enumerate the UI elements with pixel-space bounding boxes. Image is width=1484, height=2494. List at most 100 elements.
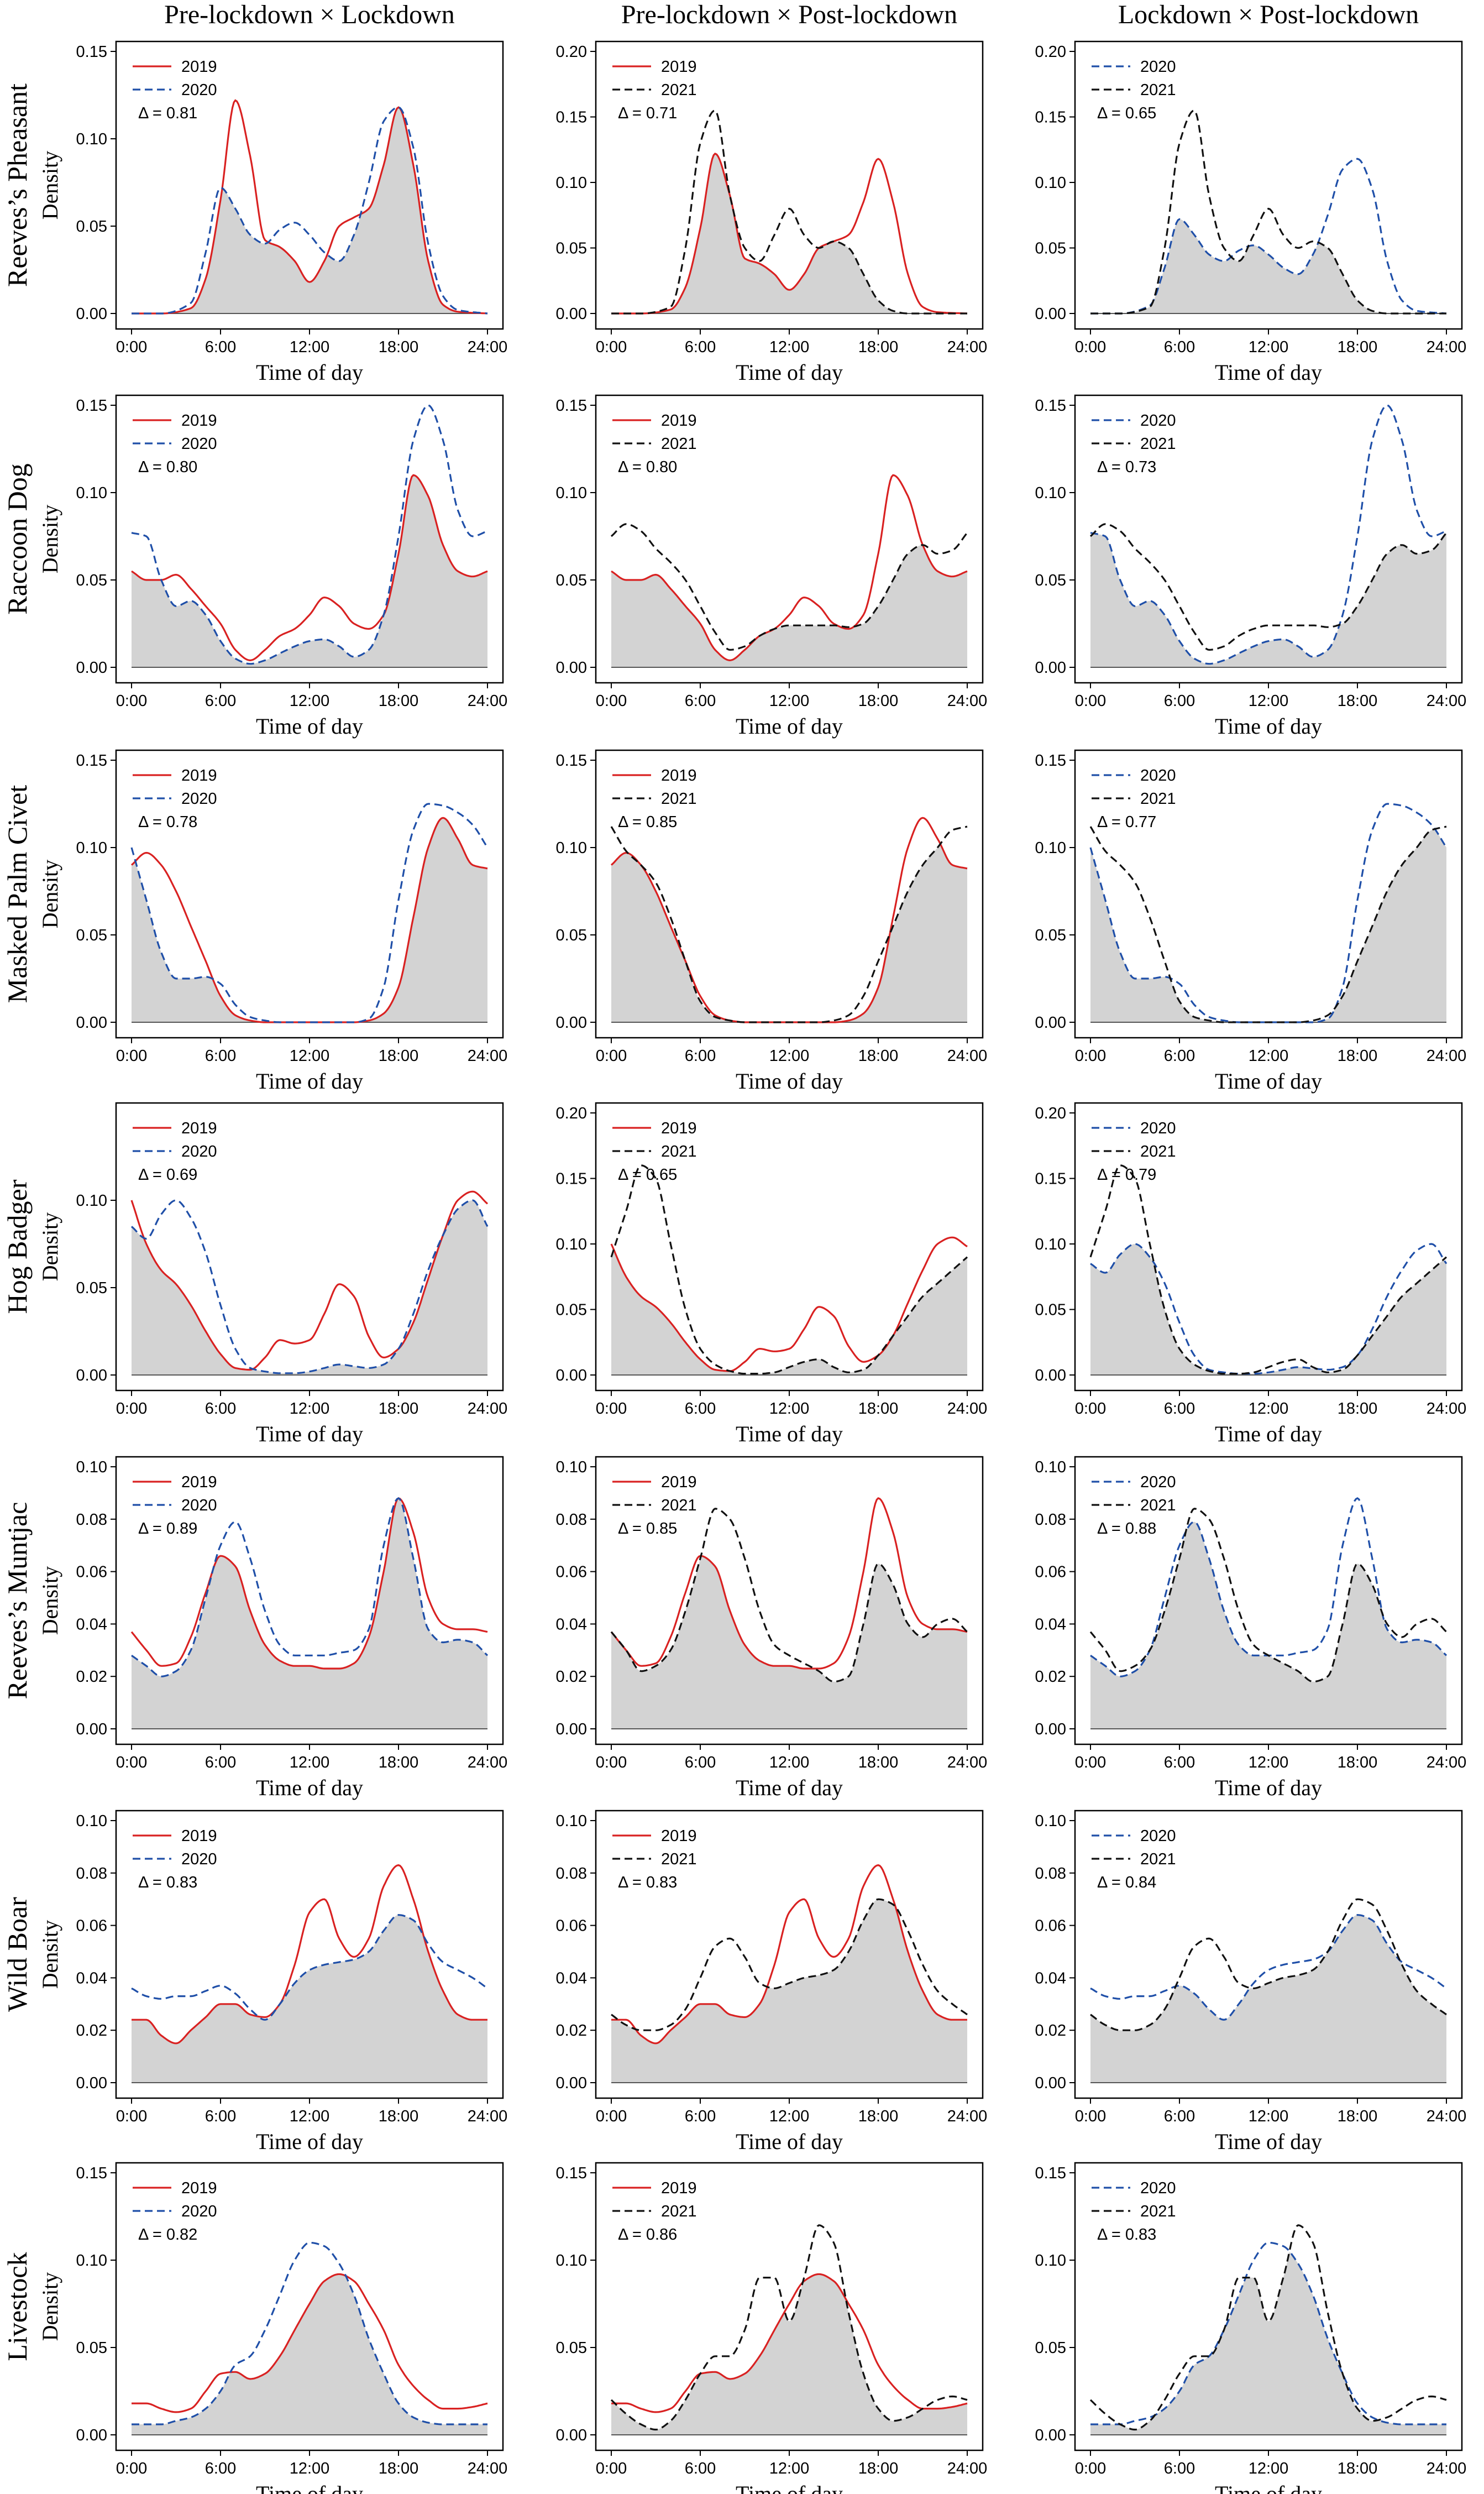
series-line-2021 xyxy=(1089,1164,1448,1375)
x-tick-label: 18:00 xyxy=(1338,692,1378,710)
x-tick-label: 6:00 xyxy=(1164,2460,1195,2477)
overlap-coefficient: Δ = 0.65 xyxy=(1097,104,1156,122)
legend-label: 2020 xyxy=(181,1497,217,1514)
y-tick-label: 0.05 xyxy=(556,2339,587,2357)
series-line-2021 xyxy=(610,825,968,1023)
legend-label: 2019 xyxy=(181,1120,217,1137)
x-tick-label: 0:00 xyxy=(116,2460,147,2477)
x-tick-label: 6:00 xyxy=(685,2460,716,2477)
x-tick-label: 24:00 xyxy=(1427,692,1467,710)
y-tick-label: 0.05 xyxy=(1035,240,1066,258)
x-tick-label: 24:00 xyxy=(1427,1754,1467,1771)
x-tick-label: 6:00 xyxy=(685,1047,716,1065)
overlap-area xyxy=(1090,532,1446,667)
y-tick-label: 0.06 xyxy=(1035,1917,1066,1935)
y-tick-label: 0.10 xyxy=(1035,839,1066,857)
x-tick-label: 18:00 xyxy=(379,692,419,710)
x-tick-label: 0:00 xyxy=(596,2108,627,2125)
y-tick-label: 0.05 xyxy=(556,240,587,258)
x-tick-label: 12:00 xyxy=(769,1754,810,1771)
x-tick-label: 24:00 xyxy=(1427,338,1467,356)
y-axis-label: Density xyxy=(38,151,62,219)
x-tick-label: 6:00 xyxy=(205,2108,236,2125)
x-tick-label: 24:00 xyxy=(947,338,988,356)
overlap-area xyxy=(132,2274,487,2435)
y-axis-label: Density xyxy=(38,505,62,573)
y-tick-label: 0.00 xyxy=(556,2427,587,2444)
x-axis-label: Time of day xyxy=(736,2129,843,2154)
x-tick-label: 24:00 xyxy=(947,1754,988,1771)
series-line-2019 xyxy=(610,1236,968,1372)
y-tick-label: 0.05 xyxy=(556,927,587,944)
x-axis-label: Time of day xyxy=(1215,2129,1322,2154)
y-tick-label: 0.10 xyxy=(1035,174,1066,192)
y-tick-label: 0.10 xyxy=(76,2252,107,2270)
series-line-2019 xyxy=(610,1497,968,1670)
panel-3-1: 0.00 0.05 0.10 0.15 0.20 0:00 6:00 12:00 18:00 24… xyxy=(556,1102,987,1446)
row-title: Masked Palm Civet xyxy=(2,785,33,1003)
x-tick-label: 6:00 xyxy=(1164,692,1195,710)
y-tick-label: 0.15 xyxy=(556,397,587,415)
x-tick-label: 6:00 xyxy=(685,1754,716,1771)
x-tick-label: 24:00 xyxy=(1427,1400,1467,1418)
y-tick-label: 0.04 xyxy=(1035,1615,1066,1633)
x-tick-label: 0:00 xyxy=(596,1754,627,1771)
legend-label: 2020 xyxy=(181,81,217,99)
y-tick-label: 0.00 xyxy=(76,2427,107,2444)
x-tick-label: 12:00 xyxy=(769,338,810,356)
y-tick-label: 0.08 xyxy=(76,1865,107,1883)
y-tick-label: 0.10 xyxy=(556,1812,587,1830)
x-tick-label: 0:00 xyxy=(1075,2460,1106,2477)
legend: 2020 2021 Δ = 0.84 xyxy=(1092,1827,1176,1891)
legend-label: 2021 xyxy=(661,1850,697,1868)
x-tick-label: 0:00 xyxy=(116,1400,147,1418)
row-title: Reeves’s Pheasant xyxy=(2,83,33,287)
x-tick-label: 6:00 xyxy=(1164,1400,1195,1418)
x-tick-label: 6:00 xyxy=(205,1047,236,1065)
y-tick-label: 0.06 xyxy=(76,1917,107,1935)
overlap-coefficient: Δ = 0.79 xyxy=(1097,1166,1156,1184)
y-tick-label: 0.02 xyxy=(556,2022,587,2040)
x-tick-label: 6:00 xyxy=(1164,338,1195,356)
legend-label: 2019 xyxy=(661,412,697,430)
legend: 2019 2020 Δ = 0.69 xyxy=(133,1120,217,1184)
y-tick-label: 0.10 xyxy=(556,174,587,192)
x-tick-label: 18:00 xyxy=(379,1047,419,1065)
series-line-2020 xyxy=(131,1497,489,1677)
x-tick-label: 18:00 xyxy=(379,1754,419,1771)
series-line-2020 xyxy=(1089,803,1448,1023)
y-axis-label: Density xyxy=(38,1212,62,1281)
overlap-coefficient: Δ = 0.89 xyxy=(138,1520,197,1538)
x-tick-label: 18:00 xyxy=(379,338,419,356)
y-tick-label: 0.04 xyxy=(556,1969,587,1987)
x-tick-label: 0:00 xyxy=(596,1047,627,1065)
x-tick-label: 12:00 xyxy=(1249,1047,1289,1065)
y-tick-label: 0.00 xyxy=(76,659,107,677)
y-tick-label: 0.10 xyxy=(556,1236,587,1253)
row-title: Livestock xyxy=(2,2252,33,2361)
legend-label: 2019 xyxy=(181,2179,217,2197)
overlap-coefficient: Δ = 0.82 xyxy=(138,2226,197,2244)
x-axis-label: Time of day xyxy=(736,1421,843,1446)
overlap-coefficient: Δ = 0.81 xyxy=(138,104,197,122)
x-tick-label: 12:00 xyxy=(769,1400,810,1418)
column-title: Pre-lockdown × Post-lockdown xyxy=(621,0,957,29)
x-axis-label: Time of day xyxy=(736,1775,843,1800)
column-title: Lockdown × Post-lockdown xyxy=(1118,0,1419,29)
series-line-2019 xyxy=(130,1497,488,1670)
x-tick-label: 0:00 xyxy=(116,2108,147,2125)
overlap-area xyxy=(1090,2252,1446,2435)
x-tick-label: 24:00 xyxy=(1427,2460,1467,2477)
x-tick-label: 18:00 xyxy=(858,1400,899,1418)
series-line-2019 xyxy=(611,1864,967,2045)
x-tick-label: 0:00 xyxy=(596,692,627,710)
series-line-2020 xyxy=(132,2241,487,2425)
x-tick-label: 12:00 xyxy=(1249,2108,1289,2125)
series-line-2021 xyxy=(1090,109,1446,315)
panel-1-2: 0.00 0.05 0.10 0.15 0:00 6:00 12:00 18:00 24:00 T… xyxy=(1035,394,1467,739)
x-tick-label: 24:00 xyxy=(468,2108,508,2125)
x-axis-label: Time of day xyxy=(1215,1421,1322,1446)
overlap-coefficient: Δ = 0.85 xyxy=(618,813,677,831)
y-tick-label: 0.10 xyxy=(556,1458,587,1476)
panel-6-1: 0.00 0.05 0.10 0.15 0:00 6:00 12:00 18:00 24:00 T… xyxy=(556,2162,987,2494)
